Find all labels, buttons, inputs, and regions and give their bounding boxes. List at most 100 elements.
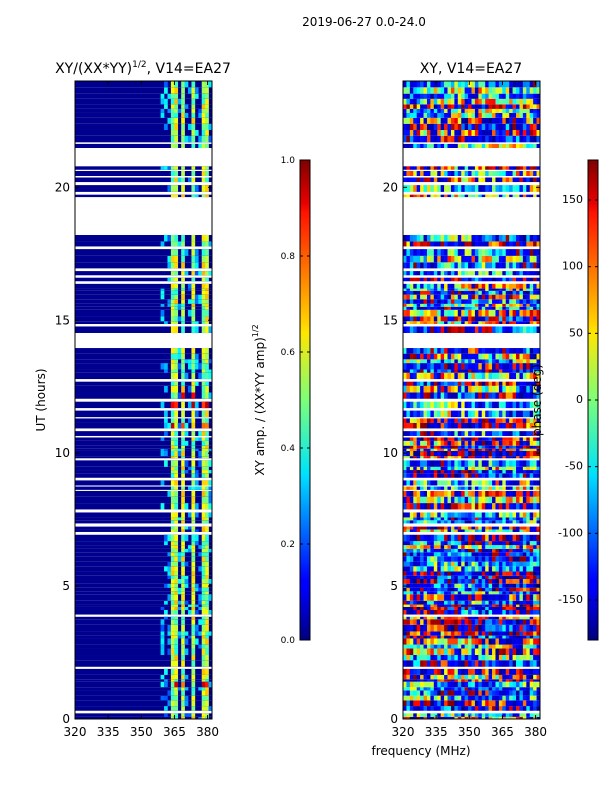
amplitude-cell bbox=[178, 556, 182, 561]
phase-cell bbox=[519, 619, 523, 625]
phase-cell bbox=[472, 470, 476, 473]
phase-cell bbox=[417, 411, 421, 418]
phase-cell bbox=[441, 675, 445, 679]
phase-cell bbox=[424, 660, 428, 667]
phase-cell bbox=[513, 566, 517, 571]
phase-cell bbox=[458, 321, 462, 324]
amplitude-cell bbox=[174, 690, 178, 695]
phase-cell bbox=[441, 289, 445, 291]
phase-cell bbox=[506, 262, 510, 268]
phase-cell bbox=[465, 682, 469, 688]
phase-cell bbox=[441, 241, 445, 246]
phase-cell bbox=[502, 638, 506, 644]
phase-cell bbox=[495, 304, 499, 307]
amplitude-cell bbox=[181, 679, 185, 681]
amplitude-cell bbox=[185, 359, 189, 363]
amplitude-cell bbox=[195, 605, 199, 607]
phase-cell bbox=[478, 348, 482, 354]
phase-cell bbox=[526, 638, 530, 644]
phase-cell bbox=[427, 571, 431, 575]
phase-cell bbox=[430, 310, 434, 317]
phase-cell bbox=[444, 706, 448, 711]
phase-cell bbox=[413, 460, 417, 466]
amplitude-cell bbox=[178, 316, 182, 321]
phase-cell bbox=[502, 144, 506, 148]
phase-cell bbox=[451, 579, 455, 584]
phase-cell bbox=[530, 235, 534, 241]
phase-cell bbox=[478, 579, 482, 584]
phase-cell bbox=[424, 566, 428, 571]
phase-cell bbox=[451, 556, 455, 561]
phase-cell bbox=[424, 497, 428, 503]
phase-cell bbox=[410, 696, 414, 701]
phase-cell bbox=[485, 588, 489, 591]
phase-cell bbox=[482, 178, 486, 183]
phase-cell bbox=[492, 144, 496, 148]
phase-cell bbox=[513, 556, 517, 561]
amplitude-cell bbox=[164, 566, 168, 571]
phase-cell bbox=[458, 669, 462, 675]
phase-cell bbox=[410, 171, 414, 176]
amplitude-cell bbox=[198, 373, 202, 379]
phase-cell bbox=[533, 696, 537, 701]
phase-cell bbox=[441, 185, 445, 192]
phase-cell bbox=[406, 249, 410, 256]
amplitude-colorbar-label: XY amp. / (XX*YY amp)1/2 bbox=[251, 324, 267, 475]
phase-cell bbox=[444, 576, 448, 579]
phase-cell bbox=[427, 363, 431, 369]
phase-cell bbox=[427, 625, 431, 632]
amplitude-cell bbox=[174, 359, 178, 363]
amplitude-cell bbox=[171, 660, 175, 667]
phase-cell bbox=[526, 512, 530, 517]
phase-cell bbox=[437, 437, 441, 440]
phase-cell bbox=[492, 307, 496, 310]
amplitude-cell bbox=[191, 373, 195, 379]
phase-cell bbox=[516, 431, 520, 436]
phase-cell bbox=[516, 584, 520, 588]
phase-cell bbox=[437, 256, 441, 262]
phase-cell bbox=[430, 299, 434, 304]
phase-cell bbox=[444, 369, 448, 372]
phase-cell bbox=[410, 262, 414, 268]
amplitude-cell bbox=[191, 262, 195, 268]
phase-cell bbox=[420, 373, 424, 379]
phase-cell bbox=[526, 675, 530, 679]
phase-cell bbox=[465, 594, 469, 601]
amplitude-cell bbox=[164, 679, 168, 681]
phase-cell bbox=[489, 348, 493, 354]
phase-cell bbox=[489, 527, 493, 530]
phase-cell bbox=[461, 441, 465, 446]
phase-cell bbox=[417, 310, 421, 317]
phase-cell bbox=[509, 473, 513, 477]
phase-cell bbox=[420, 185, 424, 192]
amplitude-cell bbox=[178, 307, 182, 310]
phase-cell bbox=[492, 706, 496, 711]
phase-cell bbox=[406, 284, 410, 289]
phase-cell bbox=[489, 451, 493, 456]
phase-cell bbox=[523, 520, 527, 523]
phase-cell bbox=[530, 491, 534, 497]
phase-cell bbox=[495, 326, 499, 333]
phase-cell bbox=[472, 178, 476, 183]
phase-cell bbox=[513, 591, 517, 594]
phase-cell bbox=[441, 556, 445, 561]
amplitude-cell bbox=[174, 527, 178, 530]
phase-cell bbox=[492, 545, 496, 549]
phase-cell bbox=[406, 171, 410, 176]
amplitude-cell bbox=[205, 81, 209, 87]
phase-cell bbox=[482, 638, 486, 644]
phase-cell bbox=[513, 423, 517, 428]
phase-cell bbox=[465, 669, 469, 675]
phase-cell bbox=[502, 579, 506, 584]
phase-cell bbox=[519, 675, 523, 679]
amplitude-cell bbox=[191, 549, 195, 552]
phase-cell bbox=[451, 418, 455, 423]
amplitude-cell bbox=[161, 619, 165, 625]
amplitude-cell bbox=[171, 144, 175, 148]
amplitude-cell bbox=[181, 118, 185, 124]
phase-cell bbox=[444, 386, 448, 393]
phase-cell bbox=[499, 617, 503, 619]
phase-cell bbox=[513, 185, 517, 192]
phase-cell bbox=[441, 299, 445, 304]
amplitude-cell bbox=[171, 696, 175, 701]
